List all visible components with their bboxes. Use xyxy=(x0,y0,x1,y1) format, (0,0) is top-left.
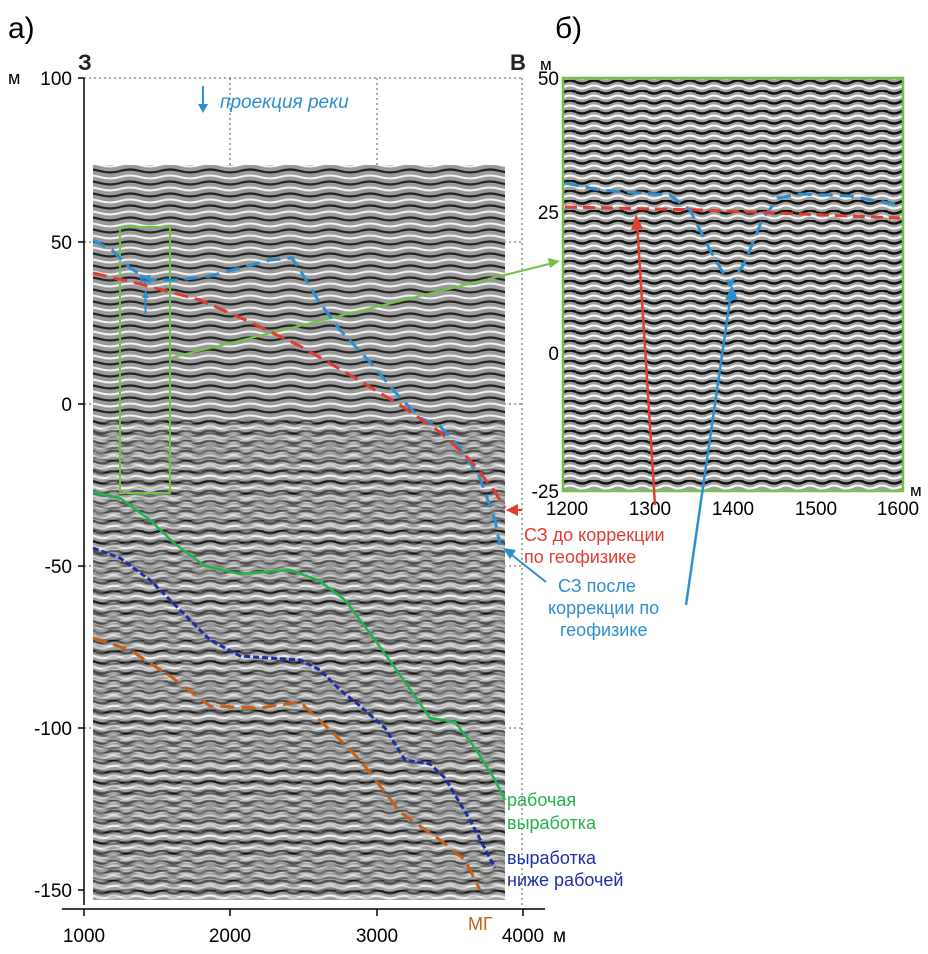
a-y-tick: 50 xyxy=(51,233,72,254)
sz-before-text: СЗ до коррекции xyxy=(524,525,665,545)
annotations: СЗ до коррекции по геофизике СЗ после ко… xyxy=(468,214,738,934)
b-x-tick: 1400 xyxy=(712,499,754,520)
zoom-sz-after-line xyxy=(564,181,901,288)
river-arrow xyxy=(142,290,149,298)
a-y-tick: 0 xyxy=(61,395,72,416)
a-y-tick: -100 xyxy=(34,719,72,740)
b-y-tick: -25 xyxy=(532,482,559,503)
sz-after-text: СЗ после xyxy=(558,576,636,596)
panel-a-x-unit: м xyxy=(553,926,566,947)
zoom-connector xyxy=(169,262,554,359)
b-y-tick: 0 xyxy=(548,344,559,365)
panel-a-y-axis xyxy=(78,77,85,905)
river-projection-marker xyxy=(198,86,208,113)
working-text: выработка xyxy=(507,813,597,833)
below-text: ниже рабочей xyxy=(507,870,623,890)
a-x-tick: 2000 xyxy=(209,926,251,947)
west-label: З xyxy=(78,50,92,75)
b-y-tick: 50 xyxy=(538,69,559,90)
b-x-tick: 1300 xyxy=(629,499,671,520)
panel-a-y-unit: м xyxy=(8,68,20,88)
mg-text: МГ xyxy=(468,914,493,934)
b-y-tick: 25 xyxy=(538,203,559,224)
panel-a-label: а) xyxy=(8,12,35,45)
below-text: выработка xyxy=(507,848,597,868)
east-label: В xyxy=(510,50,526,75)
b-x-tick: 1200 xyxy=(546,499,588,520)
sz-after-text: геофизике xyxy=(560,620,647,640)
mg-line xyxy=(92,636,482,891)
a-x-tick: 1000 xyxy=(63,926,105,947)
sz-after-line xyxy=(92,238,502,546)
panel-b: б) м 50 25 0 -25 1200 1300 1400 1500 160… xyxy=(532,12,922,520)
a-x-tick: 4000 xyxy=(502,926,544,947)
panel-b-label: б) xyxy=(555,12,582,45)
a-y-tick: -50 xyxy=(45,557,72,578)
sz-before-line xyxy=(92,271,507,509)
b-x-tick: 1500 xyxy=(795,499,837,520)
zoom-box xyxy=(119,226,171,494)
panel-a-x-axis xyxy=(62,908,545,916)
panel-b-y-unit: м xyxy=(540,55,552,74)
below-working-line xyxy=(92,546,497,869)
panel-b-x-unit: м xyxy=(910,481,922,500)
zoomed-seismic xyxy=(563,78,903,491)
panel-a: а) З В м xyxy=(8,12,566,947)
river-projection-label: проекция реки xyxy=(220,92,349,113)
working-text: рабочая xyxy=(507,790,576,810)
a-y-tick: 100 xyxy=(40,69,72,90)
a-y-tick: -150 xyxy=(34,881,72,902)
working-line xyxy=(92,490,507,801)
zoom-sz-before-line xyxy=(564,205,901,220)
b-x-tick: 1600 xyxy=(877,499,919,520)
a-x-tick: 3000 xyxy=(356,926,398,947)
sz-before-text: по геофизике xyxy=(524,547,636,567)
sz-after-text: коррекции по xyxy=(548,598,659,618)
